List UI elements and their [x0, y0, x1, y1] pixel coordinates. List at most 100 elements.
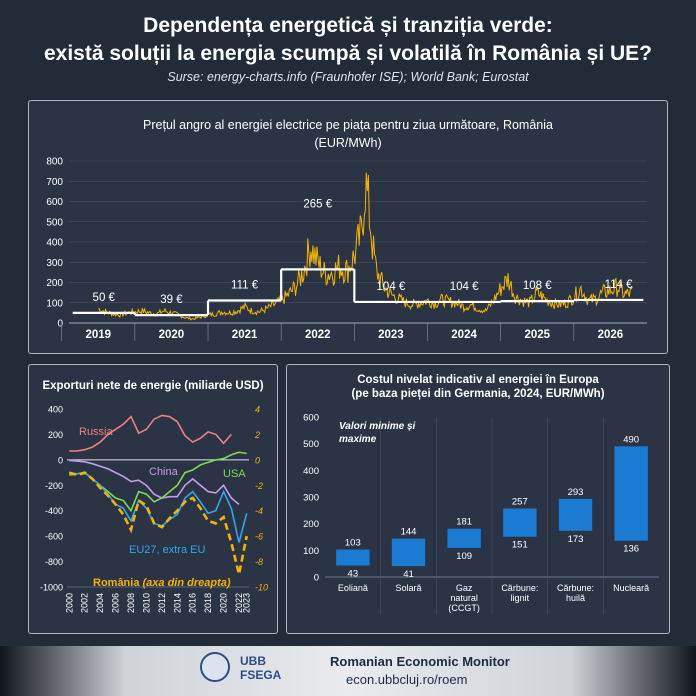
lcoe-range-bar [614, 446, 648, 541]
lcoe-chart: Costul nivelat indicativ al energiei în … [303, 374, 659, 615]
lcoe-max-label: 144 [401, 527, 417, 538]
price-y-tick-label: 0 [57, 319, 63, 330]
exports-series-label: USA [223, 468, 246, 480]
exports-y2-tick-label: -6 [255, 532, 263, 542]
exports-y2-tick-label: -4 [255, 506, 263, 516]
lcoe-y-tick-label: 0 [314, 573, 319, 584]
exports-x-tick-label: 2016 [188, 593, 198, 613]
price-annual-average-label: 104 € [450, 281, 479, 293]
fsega-logo: UBB FSEGA [240, 654, 281, 682]
lcoe-y-tick-label: 400 [303, 466, 319, 477]
price-chart: Prețul angro al energiei electrice pe pi… [46, 118, 647, 341]
exports-y2-tick-label: 4 [255, 405, 260, 415]
sources-note: Surse: energy-charts.info (Fraunhofer IS… [167, 70, 529, 84]
exports-y-tick-label: 0 [58, 455, 63, 465]
lcoe-max-label: 490 [623, 434, 639, 445]
lcoe-range-bar [503, 508, 537, 537]
price-x-tick-label: 2025 [524, 329, 550, 341]
exports-y-tick-label: 400 [48, 405, 63, 415]
price-x-tick-label: 2023 [378, 329, 404, 341]
price-annual-average-label: 39 € [160, 294, 183, 306]
lcoe-max-label: 103 [345, 538, 361, 549]
exports-x-tick-label: 2010 [141, 593, 151, 613]
lcoe-chart-subtitle: (pe baza pieței din Germania, 2024, EUR/… [351, 388, 604, 400]
lcoe-max-label: 293 [568, 487, 584, 498]
lcoe-min-label: 151 [512, 540, 528, 551]
lcoe-chart-title: Costul nivelat indicativ al energiei în … [357, 374, 599, 386]
exports-x-tick-label: 2000 [64, 593, 74, 613]
lcoe-y-tick-label: 100 [303, 546, 319, 557]
price-annual-average-label: 104 € [377, 281, 406, 293]
price-daily-line [98, 172, 633, 321]
exports-chart: Exporturi nete de energie (miliarde USD)… [40, 380, 268, 613]
price-y-tick-label: 300 [46, 258, 63, 269]
lcoe-min-label: 43 [348, 569, 359, 580]
exports-x-tick-label: 2023 [242, 593, 252, 613]
footer-bar [0, 646, 696, 696]
exports-x-tick-label: 2022 [234, 593, 244, 613]
exports-series-label: China [149, 466, 179, 478]
main-title-line-2: există soluții la energia scumpă și vola… [43, 42, 653, 65]
price-chart-unit: (EUR/MWh) [314, 136, 381, 150]
price-x-tick-label: 2020 [159, 329, 185, 341]
lcoe-min-label: 41 [403, 569, 414, 580]
exports-series-line [69, 459, 240, 506]
price-annual-average-label: 108 € [523, 280, 552, 292]
lcoe-range-bar [558, 498, 593, 531]
lcoe-range-bar [391, 538, 426, 567]
logo-text-fsega: FSEGA [240, 668, 282, 682]
exports-y-tick-label: 200 [48, 430, 63, 440]
lcoe-y-tick-label: 600 [303, 413, 319, 424]
exports-y-tick-label: -800 [45, 557, 63, 567]
lcoe-max-label: 257 [512, 496, 528, 507]
lcoe-y-tick-label: 500 [303, 439, 319, 450]
lcoe-category-label: Solară [395, 583, 421, 593]
exports-x-tick-label: 2004 [95, 593, 105, 613]
exports-series-line [69, 414, 232, 452]
logo-text-ubb: UBB [240, 654, 266, 668]
lcoe-range-bar [447, 528, 481, 548]
lcoe-annotation: Valori minime și maxime [339, 421, 416, 445]
exports-y2-tick-label: -10 [255, 583, 268, 593]
lcoe-category-label: Cărbune: huilă [557, 583, 594, 603]
lcoe-range-bar [336, 549, 370, 566]
exports-series-label: Russia [79, 426, 114, 438]
ubb-seal-icon [200, 652, 230, 682]
exports-x-tick-label: 2012 [157, 593, 167, 613]
price-y-tick-label: 200 [46, 278, 63, 289]
exports-y2-tick-label: 2 [254, 430, 260, 440]
price-annual-average-label: 114 € [605, 279, 634, 291]
price-chart-panel: Prețul angro al energiei electrice pe pi… [28, 100, 668, 354]
exports-y-tick-label: -400 [45, 506, 63, 516]
lcoe-category-label: Cărbune: lignit [501, 583, 538, 603]
exports-y-tick-label: -1000 [40, 583, 63, 593]
price-chart-title: Prețul angro al energiei electrice pe pi… [143, 118, 553, 132]
lcoe-category-label: Nucleară [613, 583, 649, 593]
exports-y2-tick-label: 0 [255, 455, 260, 465]
main-title-line-1: Dependența energetică și tranziția verde… [143, 14, 553, 37]
price-y-tick-label: 400 [46, 238, 63, 249]
price-y-tick-label: 500 [46, 217, 63, 228]
price-x-tick-label: 2024 [451, 329, 477, 341]
price-y-tick-label: 800 [46, 157, 63, 168]
lcoe-y-tick-label: 300 [303, 493, 319, 504]
price-y-tick-label: 100 [46, 298, 63, 309]
exports-y-tick-label: -600 [45, 532, 63, 542]
lcoe-max-label: 181 [456, 517, 472, 528]
price-x-tick-label: 2026 [598, 329, 624, 341]
exports-x-tick-label: 2014 [172, 593, 182, 613]
exports-y2-tick-label: -8 [255, 557, 263, 567]
exports-x-tick-label: 2020 [219, 593, 229, 613]
lcoe-category-label: Gaz natural (CCGT) [448, 583, 480, 613]
price-x-tick-label: 2021 [232, 329, 258, 341]
footer-url[interactable]: econ.ubbcluj.ro/roem [346, 672, 468, 687]
exports-x-tick-label: 2018 [203, 593, 213, 613]
lcoe-min-label: 109 [456, 551, 472, 562]
price-x-tick-label: 2019 [85, 329, 111, 341]
price-x-tick-label: 2022 [305, 329, 331, 341]
price-y-tick-label: 700 [46, 177, 63, 188]
lcoe-min-label: 173 [568, 534, 584, 545]
exports-series-line [68, 471, 248, 575]
exports-chart-title: Exporturi nete de energie (miliarde USD) [42, 380, 263, 392]
exports-y2-tick-label: -2 [255, 481, 263, 491]
